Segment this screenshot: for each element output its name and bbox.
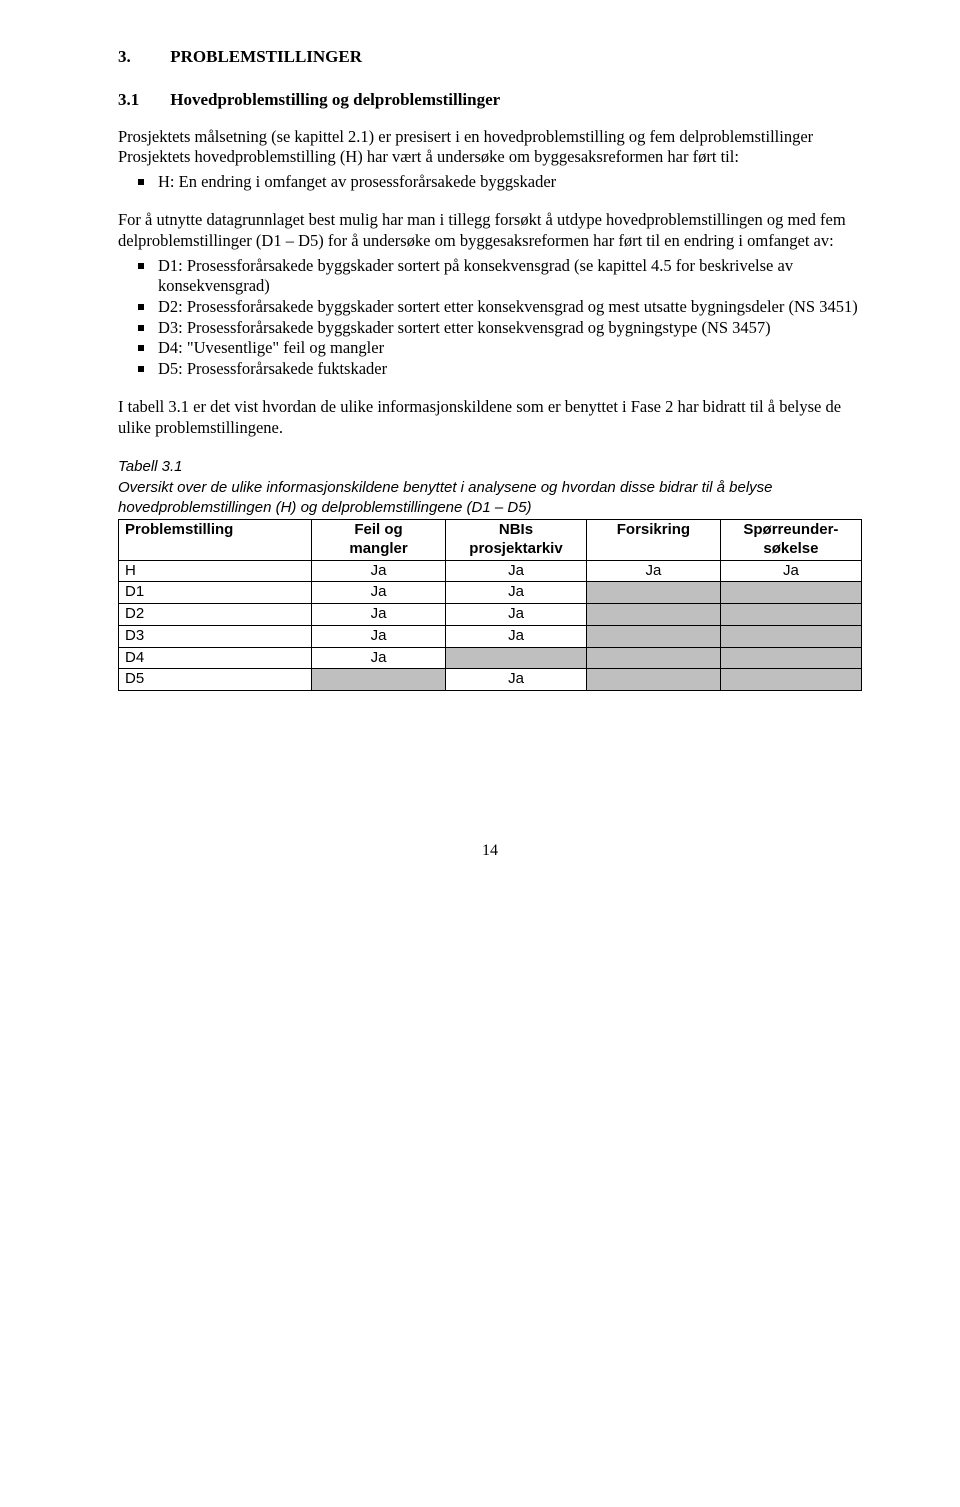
list-item: D1: Prosessforårsakede byggskader sorter… (118, 256, 862, 297)
table-cell: Ja (312, 647, 446, 669)
table-cell-label: H (119, 560, 312, 582)
table-header-row: Problemstilling Feil og mangler NBIs pro… (119, 520, 862, 561)
table-cell (720, 604, 861, 626)
table-header-cell: Problemstilling (119, 520, 312, 561)
table-header-cell: Forsikring (587, 520, 721, 561)
page-number: 14 (118, 841, 862, 861)
table-cell (720, 669, 861, 691)
table-cell: Ja (445, 604, 586, 626)
section-heading: 3. PROBLEMSTILLINGER (118, 46, 862, 67)
table-cell-label: D1 (119, 582, 312, 604)
subsection-number: 3.1 (118, 89, 166, 110)
table-cell: Ja (312, 560, 446, 582)
section-number: 3. (118, 46, 166, 67)
table-row: D1JaJa (119, 582, 862, 604)
d-bullet-list: D1: Prosessforårsakede byggskader sorter… (118, 256, 862, 380)
table-cell-label: D3 (119, 625, 312, 647)
closing-paragraph: I tabell 3.1 er det vist hvordan de ulik… (118, 397, 862, 438)
subsection-heading: 3.1 Hovedproblemstilling og delproblemst… (118, 89, 862, 110)
table-header-cell: Spørreunder- søkelse (720, 520, 861, 561)
table-cell: Ja (445, 582, 586, 604)
table-cell: Ja (312, 625, 446, 647)
list-item: H: En endring i omfanget av prosessforår… (118, 172, 862, 193)
table-header-cell: Feil og mangler (312, 520, 446, 561)
table-cell (587, 669, 721, 691)
table-row: D3JaJa (119, 625, 862, 647)
table-cell-label: D4 (119, 647, 312, 669)
table-header-cell: NBIs prosjektarkiv (445, 520, 586, 561)
list-item: D3: Prosessforårsakede byggskader sorter… (118, 318, 862, 339)
table-cell-label: D5 (119, 669, 312, 691)
table-cell-label: D2 (119, 604, 312, 626)
list-item: D2: Prosessforårsakede byggskader sorter… (118, 297, 862, 318)
list-item: D4: "Uvesentlige" feil og mangler (118, 338, 862, 359)
table-cell: Ja (720, 560, 861, 582)
table-cell: Ja (445, 560, 586, 582)
table-cell (587, 647, 721, 669)
table-row: D5 Ja (119, 669, 862, 691)
table-cell: Ja (312, 582, 446, 604)
table-caption-title: Tabell 3.1 (118, 457, 862, 477)
table-cell: Ja (445, 669, 586, 691)
section-title: PROBLEMSTILLINGER (170, 47, 362, 66)
h-bullet-list: H: En endring i omfanget av prosessforår… (118, 172, 862, 193)
table-caption-body: Oversikt over de ulike informasjonskilde… (118, 478, 862, 517)
table-cell (720, 582, 861, 604)
table-cell (720, 625, 861, 647)
list-item: D5: Prosessforårsakede fuktskader (118, 359, 862, 380)
table-cell: Ja (587, 560, 721, 582)
table-cell (312, 669, 446, 691)
table-row: HJaJaJaJa (119, 560, 862, 582)
subsection-title: Hovedproblemstilling og delproblemstilli… (170, 90, 500, 109)
mid-paragraph: For å utnytte datagrunnlaget best mulig … (118, 210, 862, 251)
table-cell: Ja (312, 604, 446, 626)
table-row: D2JaJa (119, 604, 862, 626)
table-cell (587, 625, 721, 647)
table-cell (587, 604, 721, 626)
info-sources-table: Problemstilling Feil og mangler NBIs pro… (118, 519, 862, 691)
intro-paragraph: Prosjektets målsetning (se kapittel 2.1)… (118, 127, 862, 168)
table-cell: Ja (445, 625, 586, 647)
table-cell (587, 582, 721, 604)
table-row: D4Ja (119, 647, 862, 669)
table-cell (445, 647, 586, 669)
table-cell (720, 647, 861, 669)
